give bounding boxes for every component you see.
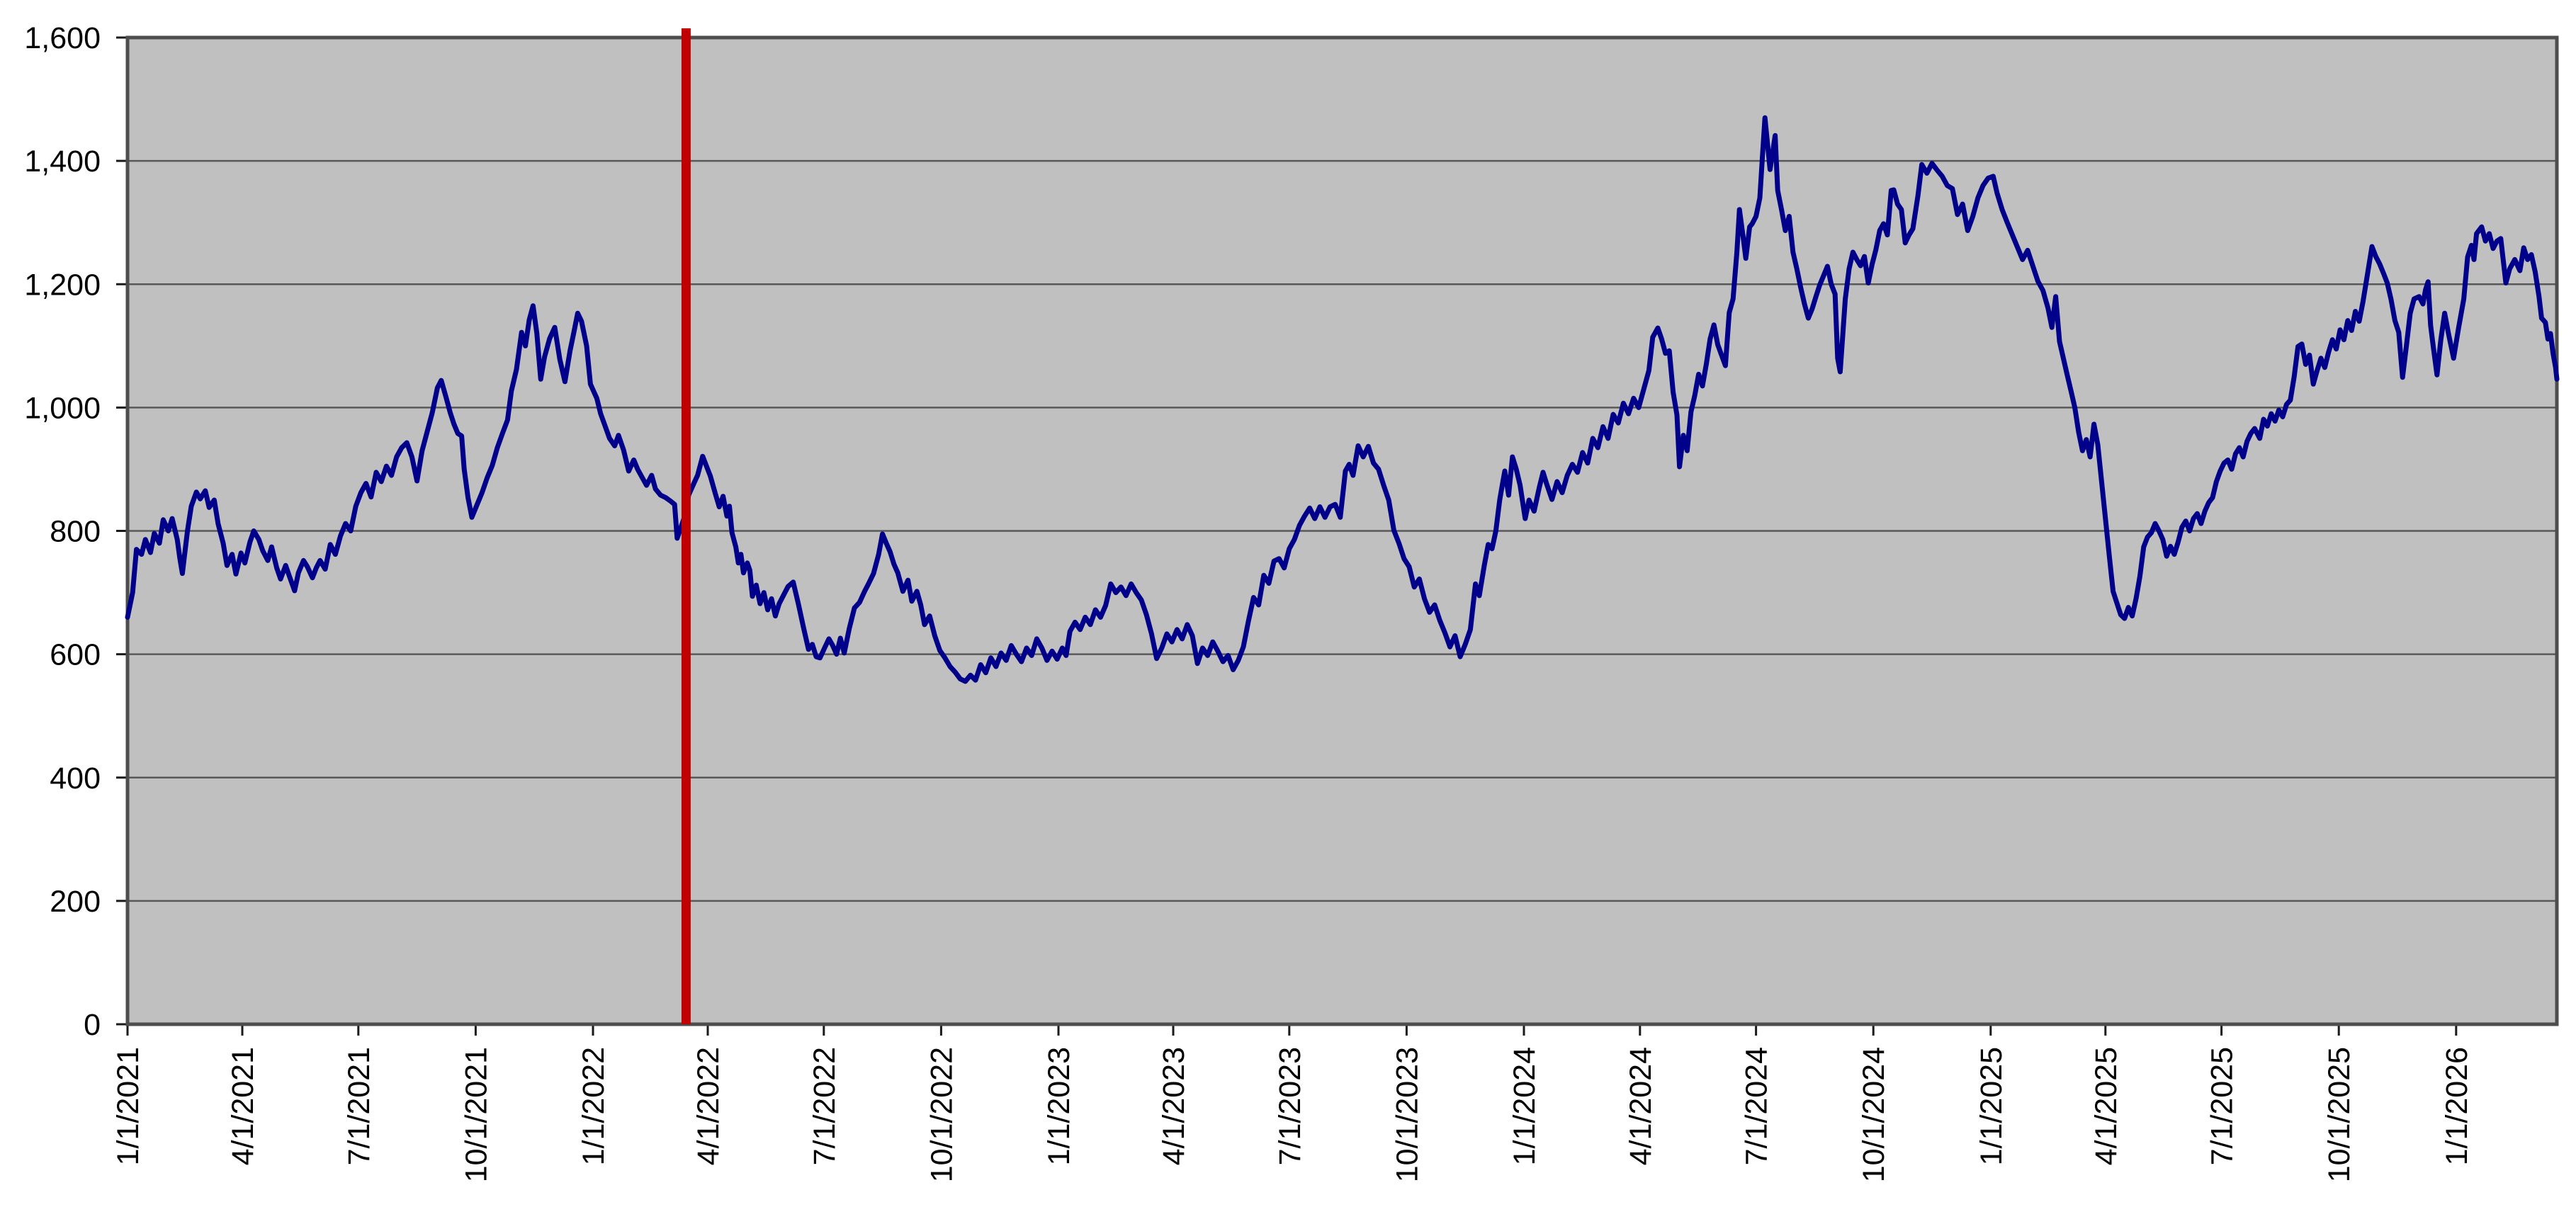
x-axis-tick-label: 7/1/2022 [808,1047,842,1165]
y-axis-tick-label: 1,200 [24,268,101,302]
x-axis-tick-label: 10/1/2022 [925,1047,959,1182]
x-axis-tick-label: 1/1/2024 [1508,1047,1542,1165]
x-axis-tick-label: 10/1/2023 [1390,1047,1424,1182]
x-axis-tick-label: 10/1/2025 [2322,1047,2356,1182]
x-axis-tick-label: 7/1/2024 [1740,1047,1774,1165]
x-axis-tick-label: 1/1/2025 [1975,1047,2009,1165]
x-axis-tick-label: 4/1/2022 [691,1047,725,1165]
x-axis-tick-label: 7/1/2025 [2205,1047,2239,1165]
y-axis-tick-label: 1,600 [24,21,101,55]
y-axis-tick-label: 400 [50,761,101,795]
x-axis-tick-label: 1/1/2026 [2440,1047,2474,1165]
x-axis-tick-label: 10/1/2024 [1857,1047,1891,1182]
x-axis-tick-label: 1/1/2022 [577,1047,611,1165]
x-axis-tick-label: 4/1/2021 [226,1047,260,1165]
x-axis-tick-label: 1/1/2021 [111,1047,145,1165]
y-axis-tick-label: 800 [50,515,101,549]
y-axis-tick-label: 200 [50,885,101,919]
x-axis-tick-label: 4/1/2024 [1624,1047,1658,1165]
x-axis-tick-label: 10/1/2021 [459,1047,493,1182]
x-axis-tick-label: 7/1/2023 [1273,1047,1307,1165]
price-series-line [125,115,2560,684]
x-axis-tick-label: 7/1/2021 [342,1047,376,1165]
x-axis-tick-label: 4/1/2025 [2089,1047,2123,1165]
x-axis-tick-label: 4/1/2023 [1157,1047,1191,1165]
y-axis-tick-label: 0 [84,1008,101,1042]
y-axis-tick-label: 1,000 [24,391,101,425]
plot-border [125,35,2559,1026]
x-axis-tick-label: 1/1/2023 [1042,1047,1076,1165]
y-axis-tick-label: 1,400 [24,144,101,178]
y-axis-tick-label: 600 [50,638,101,672]
